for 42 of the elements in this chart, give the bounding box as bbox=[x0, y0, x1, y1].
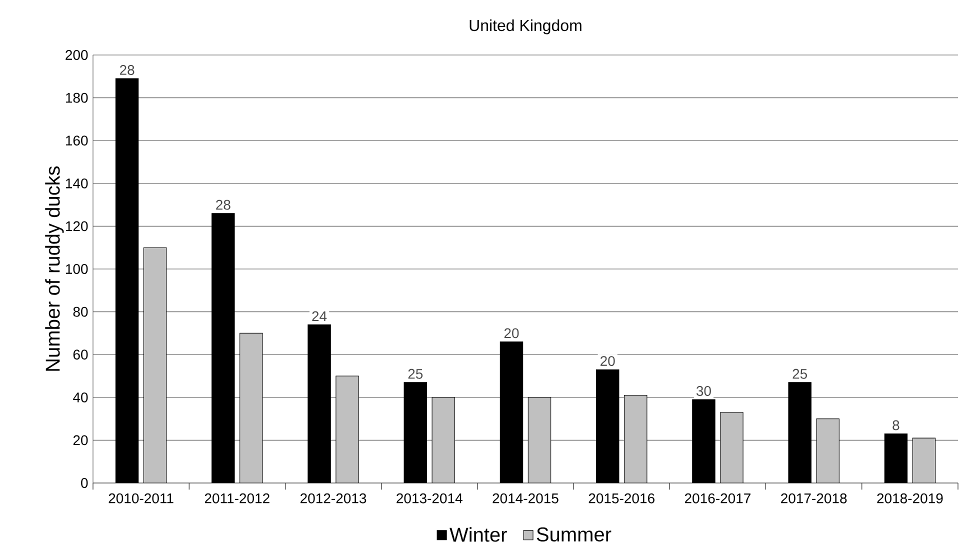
x-tick-label: 2013-2014 bbox=[396, 493, 462, 504]
legend-label: Winter bbox=[450, 527, 507, 542]
annotation: 8 bbox=[892, 420, 900, 430]
annotation: 24 bbox=[312, 311, 327, 322]
annotation: 25 bbox=[792, 368, 808, 379]
y-axis-title: Number of ruddy ducks bbox=[45, 166, 64, 371]
bar bbox=[912, 438, 936, 483]
bar bbox=[240, 332, 263, 483]
annotation: 20 bbox=[600, 356, 615, 366]
y-tick-label: 40 bbox=[73, 392, 88, 402]
annotation: 30 bbox=[696, 386, 711, 396]
annotation: 25 bbox=[408, 368, 423, 379]
x-tick-label: 2010-2011 bbox=[108, 493, 174, 504]
y-tick-label: 160 bbox=[66, 136, 88, 146]
x-tick-label: 2012-2013 bbox=[300, 493, 366, 504]
x-tick-label: 2016-2017 bbox=[684, 493, 750, 504]
y-tick-label: 180 bbox=[66, 92, 88, 103]
annotation: 28 bbox=[120, 65, 134, 75]
y-tick-label: 200 bbox=[66, 50, 88, 60]
bar bbox=[624, 394, 648, 483]
bar bbox=[336, 376, 359, 483]
y-tick-label: 80 bbox=[73, 306, 88, 317]
x-tick-label: 2017-2018 bbox=[781, 493, 847, 504]
y-tick-label: 60 bbox=[73, 350, 88, 360]
bar bbox=[720, 412, 744, 483]
y-tick-label: 140 bbox=[66, 178, 88, 188]
x-tick-label: 2014-2015 bbox=[492, 493, 558, 504]
x-tick-label: 2011-2012 bbox=[204, 493, 270, 504]
bar bbox=[432, 397, 455, 483]
x-tick-label: 2018-2019 bbox=[877, 493, 943, 504]
annotation: 20 bbox=[504, 328, 519, 338]
annotation: 28 bbox=[216, 200, 230, 210]
x-tick-label: 2015-2016 bbox=[588, 493, 654, 504]
bar bbox=[816, 418, 840, 483]
legend-label: Summer bbox=[536, 527, 612, 542]
bar bbox=[528, 397, 552, 483]
y-tick-label: 100 bbox=[66, 264, 88, 274]
bar bbox=[143, 247, 167, 483]
y-tick-label: 120 bbox=[66, 221, 88, 232]
chart-title: United Kingdom bbox=[470, 19, 582, 34]
y-tick-label: 20 bbox=[73, 435, 88, 446]
y-tick-label: 0 bbox=[81, 478, 88, 488]
